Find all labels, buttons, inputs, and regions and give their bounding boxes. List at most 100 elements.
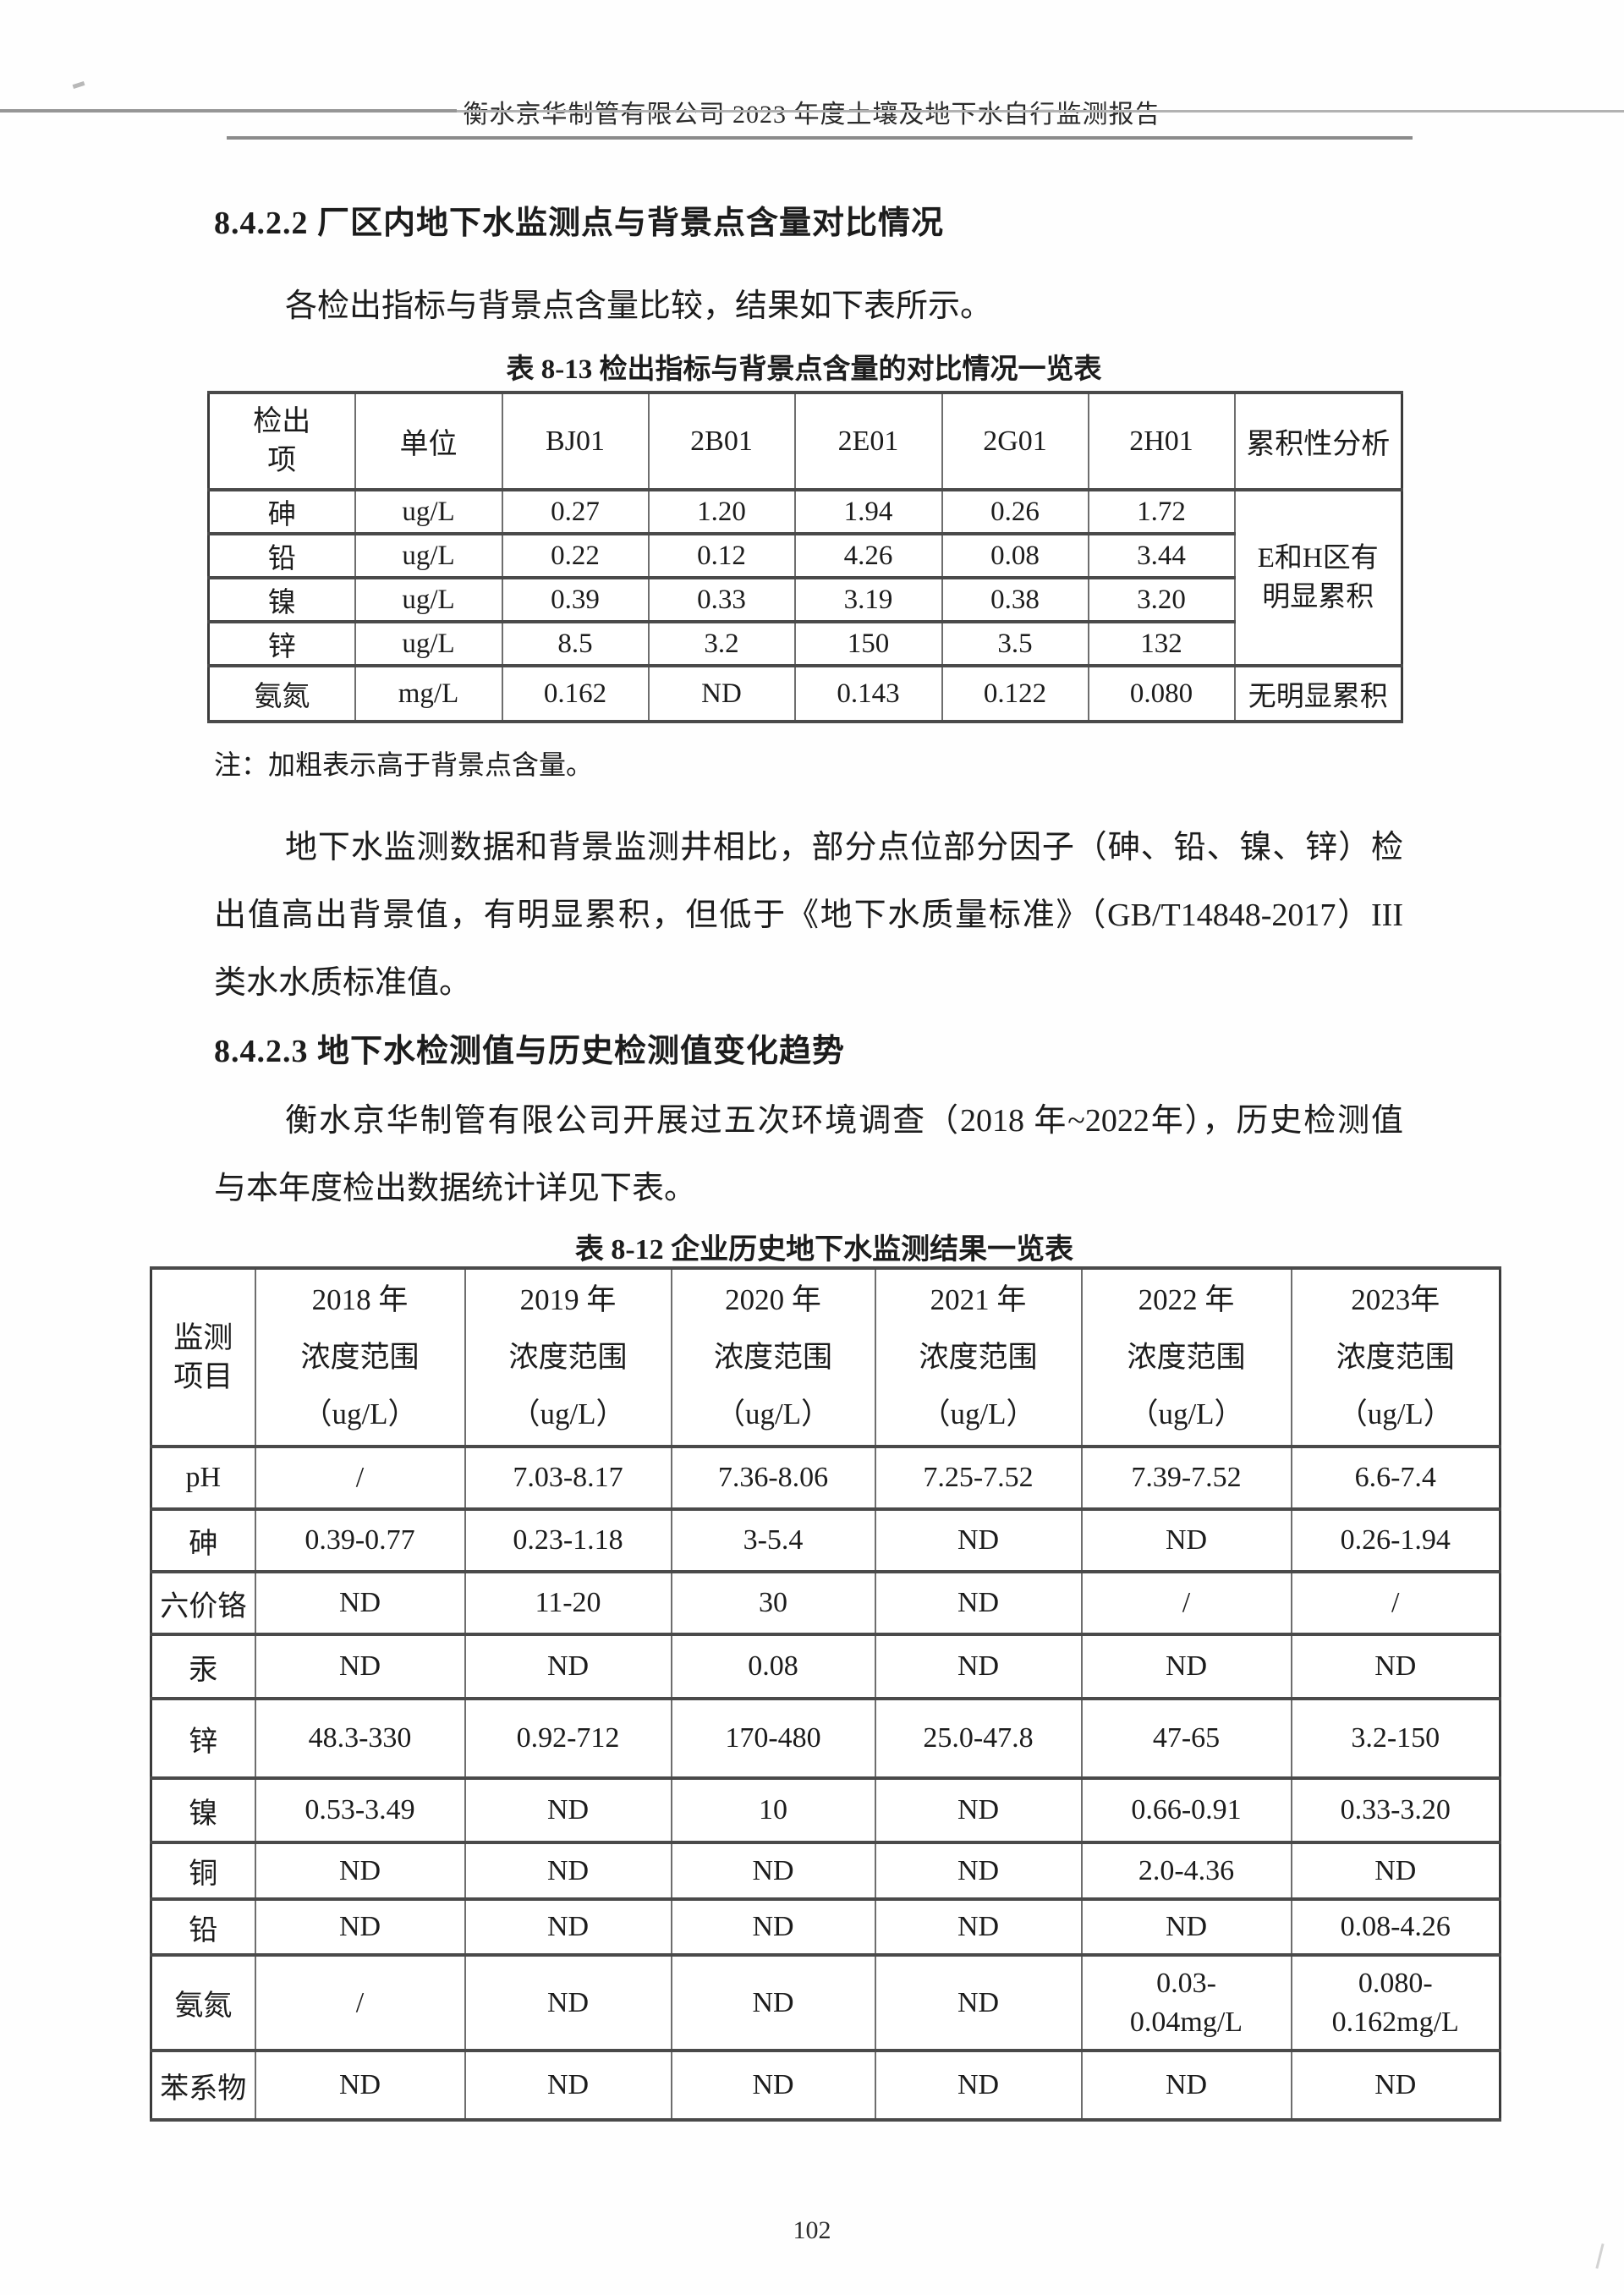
table-cell: 铅 xyxy=(207,532,356,579)
table-cell: 3.20 xyxy=(1087,576,1236,623)
table-cell: 铅 xyxy=(150,1897,256,1957)
background-comparison-table: 检出 项 单位 BJ01 2B01 2E01 2G01 2H01 累积性分析 砷… xyxy=(207,391,1403,723)
table-row: 锌 48.3-330 0.92-712 170-480 25.0-47.8 47… xyxy=(150,1697,1501,1780)
range-label: 浓度范围 xyxy=(300,1340,420,1374)
year-label: 2019 年 xyxy=(519,1283,617,1316)
table-cell: 2.0-4.36 xyxy=(1080,1841,1292,1901)
table-cell: 0.33 xyxy=(647,576,796,623)
table-cell: 25.0-47.8 xyxy=(874,1697,1083,1780)
table-cell: / xyxy=(1290,1570,1501,1636)
table-cell: 10 xyxy=(670,1776,876,1844)
table-cell: 镍 xyxy=(207,576,356,623)
column-header-2b01: 2B01 xyxy=(647,391,796,491)
table-row: 锌 ug/L 8.5 3.2 150 3.5 132 xyxy=(207,620,1402,667)
paragraph-line: 出值高出背景值，有明显累积，但低于《地下水质量标准》（GB/T14848-201… xyxy=(214,898,1403,933)
table-cell: / xyxy=(254,1953,466,2052)
table-cell: 3-5.4 xyxy=(670,1507,876,1573)
table-cell: 7.39-7.52 xyxy=(1080,1445,1292,1511)
table-cell: 砷 xyxy=(150,1507,256,1573)
table-cell: 汞 xyxy=(150,1633,256,1700)
table-cell: ND xyxy=(464,1897,672,1957)
table-cell: ND xyxy=(874,1776,1083,1844)
table-cell: ug/L xyxy=(354,576,503,623)
table-row: 镍 ug/L 0.39 0.33 3.19 0.38 3.20 xyxy=(207,576,1402,623)
column-header-item: 检出 项 xyxy=(207,391,356,491)
table-cell: ND xyxy=(1080,1897,1292,1957)
column-header-2022: 2022 年 浓度范围 （ug/L） xyxy=(1080,1266,1292,1448)
table-cell: ND xyxy=(670,1841,876,1901)
paragraph-line: 地下水监测数据和背景监测井相比，部分点位部分因子（砷、铅、镍、锌）检 xyxy=(285,830,1403,865)
range-label: 浓度范围 xyxy=(508,1340,628,1374)
section1-intro: 各检出指标与背景点含量比较，结果如下表所示。 xyxy=(285,288,993,324)
table-cell: ND xyxy=(874,1841,1083,1901)
table-cell: 砷 xyxy=(207,488,356,535)
analysis-cell: 无明显累积 xyxy=(1233,664,1403,723)
table-cell: ND xyxy=(464,1776,672,1844)
table-cell: 0.143 xyxy=(793,664,943,723)
table-cell: ND xyxy=(670,1897,876,1957)
table-cell: ND xyxy=(464,1953,672,2052)
table-header-row: 监测 项目 2018 年 浓度范围 （ug/L） 2019 年 浓度范围 （ug… xyxy=(150,1266,1501,1448)
column-header-2021: 2021 年 浓度范围 （ug/L） xyxy=(874,1266,1083,1448)
table-cell: 0.26 xyxy=(941,488,1089,535)
unit-label: （ug/L） xyxy=(1337,1397,1453,1430)
unit-label: （ug/L） xyxy=(715,1397,831,1430)
table-cell: pH xyxy=(150,1445,256,1511)
table-cell: 0.23-1.18 xyxy=(464,1507,672,1573)
table-cell: ND xyxy=(670,1953,876,2052)
year-label: 2022 年 xyxy=(1138,1283,1235,1316)
column-header-item: 监测 项目 xyxy=(150,1266,256,1448)
table-cell: 0.38 xyxy=(941,576,1089,623)
table-cell: ND xyxy=(254,1570,466,1636)
table-cell: 0.08 xyxy=(941,532,1089,579)
table-cell: / xyxy=(254,1445,466,1511)
table-cell: 铜 xyxy=(150,1841,256,1901)
table-cell: 锌 xyxy=(150,1697,256,1780)
table-cell: 7.03-8.17 xyxy=(464,1445,672,1511)
column-header-2023: 2023年 浓度范围 （ug/L） xyxy=(1290,1266,1501,1448)
table-cell: 7.36-8.06 xyxy=(670,1445,876,1511)
table-cell: 3.2-150 xyxy=(1290,1697,1501,1780)
unit-label: （ug/L） xyxy=(920,1397,1036,1430)
section-heading-8-4-2-2: 8.4.2.2 厂区内地下水监测点与背景点含量对比情况 xyxy=(214,206,945,241)
scan-artifact xyxy=(1595,2243,1605,2269)
table-cell: ND xyxy=(1290,2049,1501,2122)
table-cell: ND xyxy=(254,1841,466,1901)
column-header-2018: 2018 年 浓度范围 （ug/L） xyxy=(254,1266,466,1448)
table-cell: ND xyxy=(1290,1841,1501,1901)
table-cell: ND xyxy=(254,1897,466,1957)
table-cell: 0.162 xyxy=(501,664,650,723)
unit-label: （ug/L） xyxy=(1128,1397,1244,1430)
column-header-2020: 2020 年 浓度范围 （ug/L） xyxy=(670,1266,876,1448)
table-cell: 3.44 xyxy=(1087,532,1236,579)
table-cell: ug/L xyxy=(354,532,503,579)
table-cell: 0.122 xyxy=(941,664,1089,723)
table-row: 砷 ug/L 0.27 1.20 1.94 0.26 1.72 E和H区有 明显… xyxy=(207,488,1403,667)
table-cell: 0.26-1.94 xyxy=(1290,1507,1501,1573)
table-cell: 4.26 xyxy=(793,532,943,579)
range-label: 浓度范围 xyxy=(1127,1340,1246,1374)
table-cell: 锌 xyxy=(207,620,356,667)
table-cell: 苯系物 xyxy=(150,2049,256,2122)
column-header-2g01: 2G01 xyxy=(941,391,1089,491)
header-rule-top xyxy=(0,110,1624,113)
page-header-title: 衡水京华制管有限公司 2023 年度土壤及地下水自行监测报告 xyxy=(463,101,1161,129)
table-cell: 0.08-4.26 xyxy=(1290,1897,1501,1957)
range-label: 浓度范围 xyxy=(1336,1340,1455,1374)
table-cell: 0.22 xyxy=(501,532,650,579)
table-cell: 1.72 xyxy=(1087,488,1236,535)
table-cell: ND xyxy=(1290,1633,1501,1700)
year-label: 2023年 xyxy=(1351,1283,1440,1316)
paragraph-line: 类水水质标准值。 xyxy=(214,965,472,1001)
year-label: 2020 年 xyxy=(725,1283,821,1316)
table-cell: 48.3-330 xyxy=(254,1697,466,1780)
column-header-unit: 单位 xyxy=(354,391,503,491)
section-heading-8-4-2-3: 8.4.2.3 地下水检测值与历史检测值变化趋势 xyxy=(214,1034,846,1069)
table-cell: 7.25-7.52 xyxy=(874,1445,1083,1511)
table-cell: ND xyxy=(464,1841,672,1901)
table-cell: 镍 xyxy=(150,1776,256,1844)
unit-label: （ug/L） xyxy=(302,1397,418,1430)
table-row: 砷 0.39-0.77 0.23-1.18 3-5.4 ND ND 0.26-1… xyxy=(150,1507,1501,1573)
table-cell: ND xyxy=(874,1570,1083,1636)
